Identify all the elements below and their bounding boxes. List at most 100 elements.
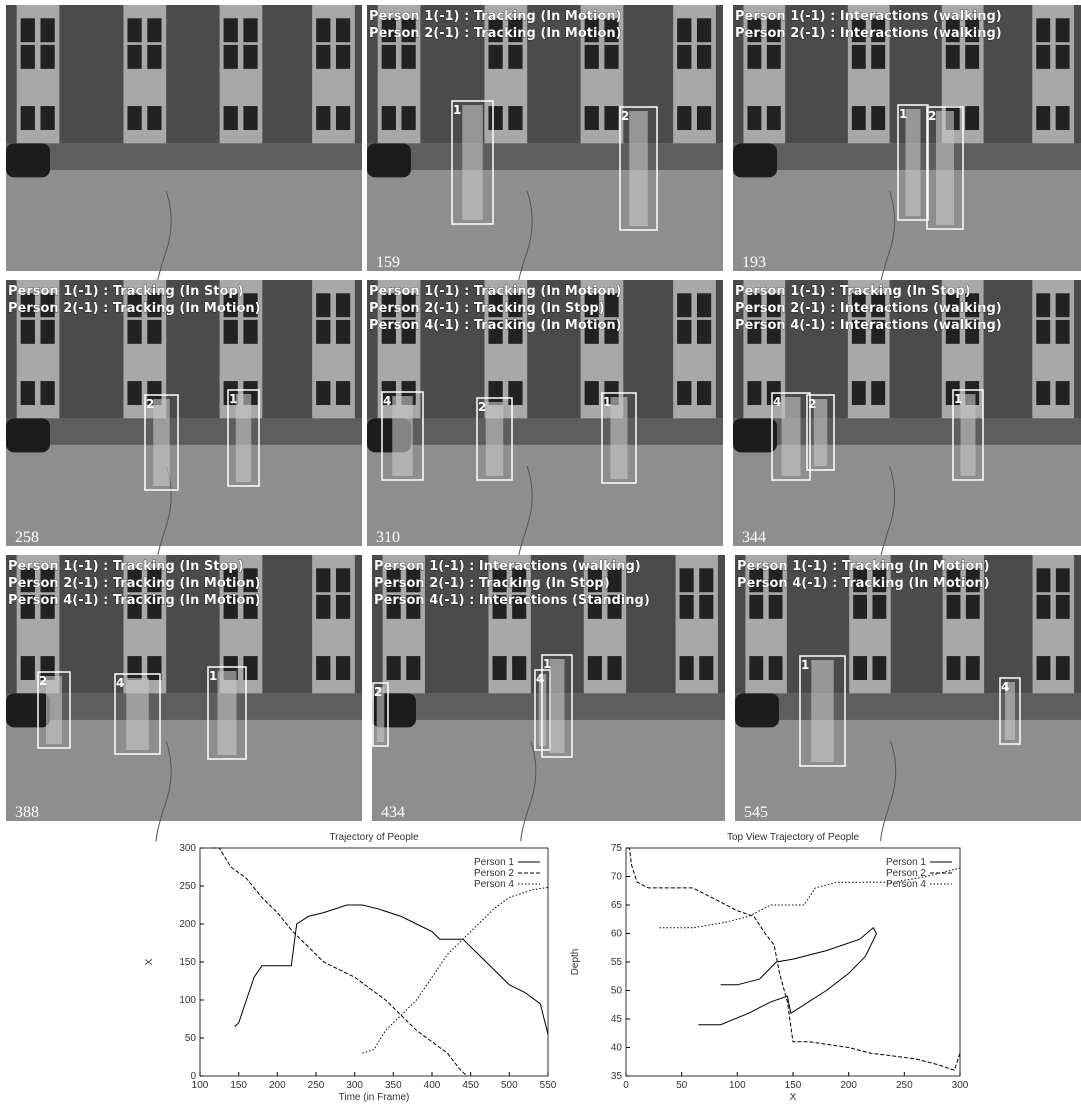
window — [1056, 293, 1070, 317]
person — [218, 671, 237, 755]
window — [853, 595, 867, 619]
window — [767, 106, 781, 130]
window — [677, 45, 691, 69]
status-text: Person 4(-1) : Interactions (Standing) — [374, 593, 650, 608]
window — [1056, 568, 1070, 592]
window — [488, 45, 502, 69]
video-frame: Person 1(-1) : Interactions (walking) Per… — [372, 555, 725, 841]
person — [936, 111, 954, 225]
window — [966, 656, 980, 680]
window — [749, 656, 763, 680]
window — [147, 320, 161, 344]
window — [965, 45, 979, 69]
window — [697, 381, 711, 405]
window — [336, 18, 350, 42]
person — [811, 660, 834, 762]
window — [316, 45, 330, 69]
x-tick-label: 500 — [501, 1080, 518, 1091]
status-text: Person 4(-1) : Tracking (In Motion) — [737, 576, 990, 591]
window — [747, 106, 761, 130]
window — [401, 45, 415, 69]
video-frame: Person 1(-1) : Interactions (walking)Per… — [733, 5, 1081, 291]
window — [1036, 18, 1050, 42]
window — [382, 106, 396, 130]
window — [21, 320, 35, 344]
y-tick-label: 150 — [179, 957, 196, 968]
window — [127, 45, 141, 69]
window — [1037, 595, 1051, 619]
window — [21, 106, 35, 130]
window — [1036, 45, 1050, 69]
window — [1036, 293, 1050, 317]
car — [733, 418, 777, 452]
wall-base — [367, 418, 723, 445]
legend-label: Person 1 — [886, 857, 926, 868]
window — [243, 45, 257, 69]
window — [697, 18, 711, 42]
window — [508, 106, 522, 130]
y-tick-label: 75 — [611, 843, 623, 854]
window — [747, 45, 761, 69]
window — [512, 656, 526, 680]
x-tick-label: 400 — [424, 1080, 441, 1091]
window — [224, 106, 238, 130]
frame-number: 344 — [742, 529, 766, 546]
window — [336, 381, 350, 405]
person — [462, 105, 483, 220]
video-frame: Person 1(-1) : Tracking (In Motion)Perso… — [367, 5, 723, 291]
trajectory-line — [698, 928, 876, 1025]
window — [697, 320, 711, 344]
status-text: Person 1(-1) : Tracking (In Motion) — [369, 9, 622, 24]
x-tick-label: 200 — [269, 1080, 286, 1091]
window — [224, 18, 238, 42]
window — [677, 106, 691, 130]
legend-label: Person 4 — [886, 879, 926, 890]
window — [127, 381, 141, 405]
status-text: Person 2(-1) : Tracking (In Stop) — [369, 301, 605, 316]
y-tick-label: 45 — [611, 1014, 623, 1025]
box-label: 4 — [1001, 680, 1009, 694]
window — [508, 45, 522, 69]
window — [382, 45, 396, 69]
window — [1056, 595, 1070, 619]
window — [40, 106, 54, 130]
trajectory-line — [235, 905, 548, 1034]
window — [872, 656, 886, 680]
legend-label: Person 2 — [474, 868, 514, 879]
video-frame: Person 1(-1) : Tracking (In Stop)Person … — [6, 280, 362, 566]
window — [699, 595, 713, 619]
status-text: Person 4(-1) : Tracking (In Motion) — [8, 593, 261, 608]
window — [21, 381, 35, 405]
person — [153, 399, 170, 486]
window — [966, 595, 980, 619]
y-tick-label: 50 — [185, 1033, 197, 1044]
status-text: Person 1(-1) : Tracking (In Motion) — [369, 284, 622, 299]
box-label: 2 — [808, 397, 816, 411]
window — [1056, 45, 1070, 69]
window — [40, 320, 54, 344]
x-tick-label: 300 — [346, 1080, 363, 1091]
window — [677, 293, 691, 317]
y-tick-label: 35 — [611, 1071, 623, 1082]
person — [550, 659, 565, 753]
window — [677, 381, 691, 405]
window — [699, 568, 713, 592]
status-text: Person 1(-1) : Interactions (walking) — [374, 559, 641, 574]
window — [508, 381, 522, 405]
person — [611, 397, 628, 479]
box-label: 4 — [116, 676, 124, 690]
status-text: Person 1(-1) : Tracking (In Stop) — [8, 559, 244, 574]
window — [697, 45, 711, 69]
window — [336, 293, 350, 317]
box-label: 1 — [801, 658, 809, 672]
window — [1037, 568, 1051, 592]
wall-base — [367, 143, 723, 170]
window — [401, 106, 415, 130]
box-label: 2 — [478, 400, 486, 414]
window — [946, 45, 960, 69]
frame-number: 545 — [744, 804, 768, 821]
y-tick-label: 300 — [179, 843, 196, 854]
window — [316, 320, 330, 344]
window — [336, 595, 350, 619]
status-text: Person 2(-1) : Tracking (In Motion) — [8, 301, 261, 316]
